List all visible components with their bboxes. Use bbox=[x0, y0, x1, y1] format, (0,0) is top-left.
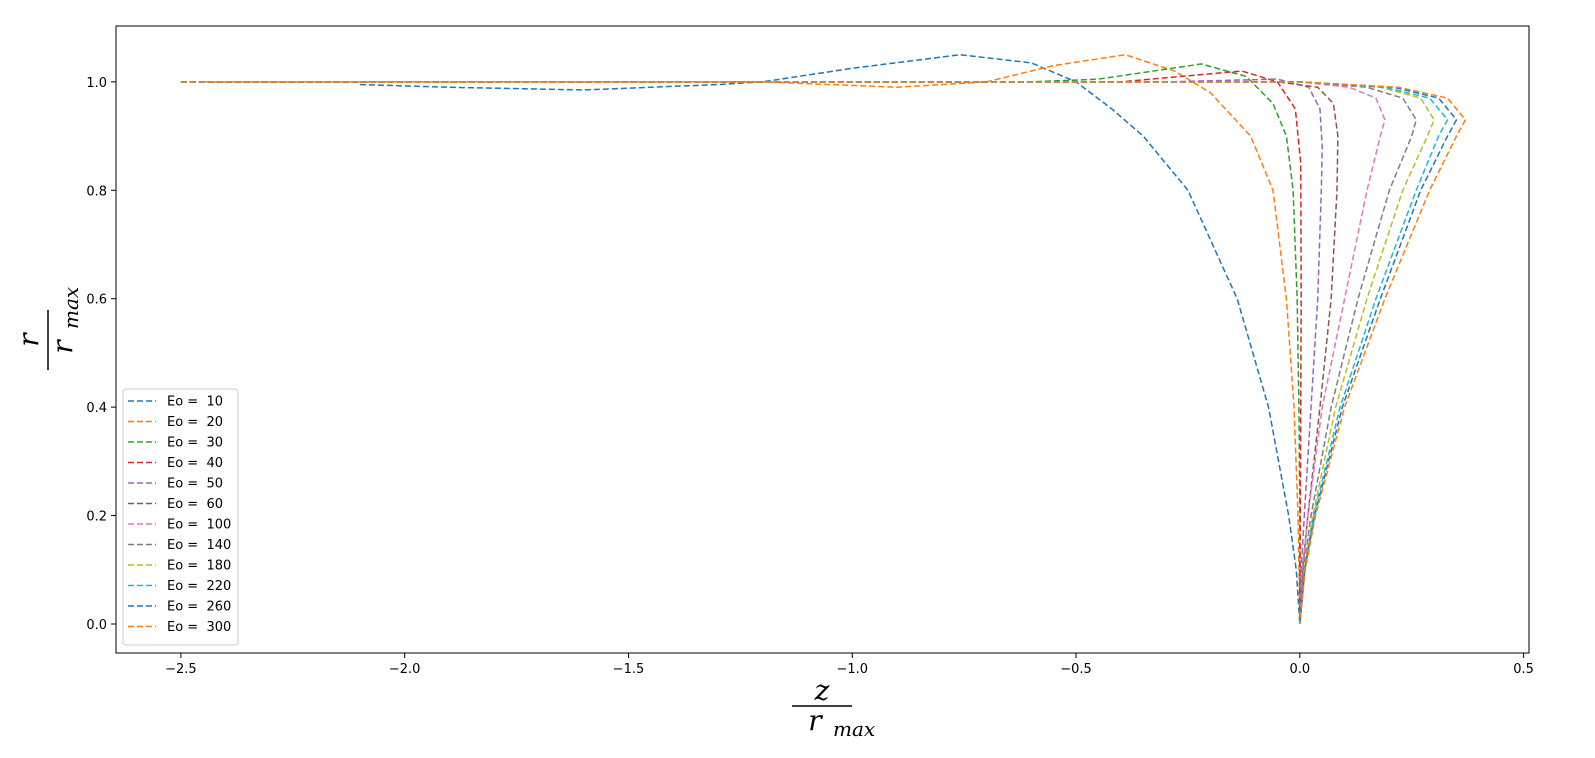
y-tick-label: 0.8 bbox=[86, 184, 107, 199]
series-line bbox=[180, 81, 1449, 625]
series-line bbox=[180, 81, 1418, 625]
series-line bbox=[180, 81, 1467, 625]
series-line bbox=[180, 81, 1386, 625]
x-label-numerator: z bbox=[814, 674, 830, 707]
y-tick-label: 0.0 bbox=[86, 618, 107, 633]
x-tick-label: −1.5 bbox=[613, 662, 645, 677]
y-tick-label: 0.2 bbox=[86, 510, 107, 525]
x-tick-label: −2.0 bbox=[389, 662, 421, 677]
x-tick-label: 0.0 bbox=[1289, 662, 1310, 677]
x-tick-label: −1.0 bbox=[836, 662, 868, 677]
y-label-numerator: r bbox=[12, 332, 45, 347]
legend-label: Eo = 260 bbox=[167, 600, 231, 615]
legend-label: Eo = 140 bbox=[167, 538, 231, 553]
x-label-subscript: max bbox=[833, 717, 875, 741]
legend: Eo = 10 Eo = 20 Eo = 30 Eo = 40 Eo = 50 Eo = … bbox=[122, 388, 239, 646]
x-label-denominator: r bbox=[808, 704, 823, 737]
y-tick-label: 0.4 bbox=[86, 401, 107, 416]
legend-label: Eo = 20 bbox=[167, 415, 223, 430]
series-line bbox=[180, 70, 1302, 624]
series-line bbox=[203, 53, 1301, 625]
series-line bbox=[180, 78, 1323, 625]
legend-label: Eo = 300 bbox=[167, 620, 231, 635]
series-line bbox=[180, 81, 1339, 625]
y-tick-label: 1.0 bbox=[86, 76, 107, 91]
series-line bbox=[180, 81, 1458, 625]
legend-label: Eo = 40 bbox=[167, 456, 223, 471]
y-label-denominator: r bbox=[46, 339, 79, 354]
legend-box bbox=[122, 388, 239, 646]
y-tick-label: 0.6 bbox=[86, 293, 107, 308]
y-axis-label: r r max bbox=[12, 287, 83, 370]
x-tick-label: −0.5 bbox=[1060, 662, 1092, 677]
legend-label: Eo = 220 bbox=[167, 579, 231, 594]
x-tick-label: 0.5 bbox=[1513, 662, 1534, 677]
legend-label: Eo = 100 bbox=[167, 518, 231, 533]
legend-label: Eo = 60 bbox=[167, 497, 223, 512]
series-line bbox=[180, 81, 1435, 625]
legend-label: Eo = 30 bbox=[167, 436, 223, 451]
plot-frame bbox=[115, 25, 1530, 654]
series-line bbox=[180, 63, 1301, 624]
y-label-subscript: max bbox=[59, 287, 83, 329]
legend-label: Eo = 180 bbox=[167, 559, 231, 574]
legend-label: Eo = 10 bbox=[167, 395, 223, 410]
series-line bbox=[359, 53, 1301, 625]
x-tick-label: −2.5 bbox=[165, 662, 197, 677]
legend-label: Eo = 50 bbox=[167, 477, 223, 492]
x-axis-label: z r max bbox=[792, 674, 875, 741]
